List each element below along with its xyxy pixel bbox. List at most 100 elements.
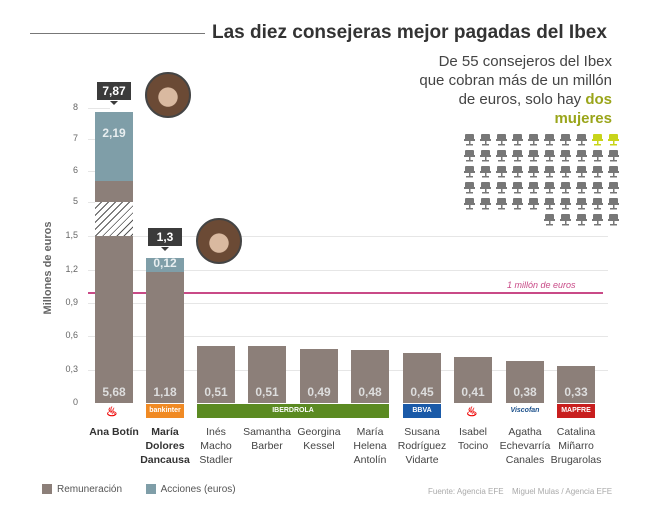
chair-icon bbox=[544, 182, 555, 194]
chair-icon bbox=[496, 150, 507, 162]
bar-remuneracion bbox=[300, 348, 338, 403]
chair-icon bbox=[544, 150, 555, 162]
remuneracion-value-label: 0,49 bbox=[307, 385, 331, 399]
subtitle-text: De 55 consejeros del Ibex que cobran más… bbox=[419, 53, 612, 108]
chair-icon bbox=[528, 166, 539, 178]
bar-remuneracion bbox=[403, 352, 441, 403]
legend-swatch-acciones bbox=[145, 484, 156, 495]
remuneracion-value-label: 0,41 bbox=[461, 385, 485, 399]
category-label: Georgina Kessel bbox=[297, 426, 341, 452]
bar-remuneracion bbox=[351, 349, 389, 403]
bar-break-hatch bbox=[95, 202, 133, 237]
chairs-pictogram bbox=[464, 134, 619, 226]
y-tick-label: 1,5 bbox=[65, 230, 78, 241]
y-axis-label: Millones de euros bbox=[42, 221, 54, 315]
chair-icon bbox=[576, 214, 587, 226]
remuneracion-value-label: 0,48 bbox=[358, 385, 382, 399]
chair-icon bbox=[464, 134, 475, 146]
chair-icon bbox=[608, 150, 619, 162]
category-label: Susana Rodríguez Vidarte bbox=[397, 426, 447, 466]
y-tick-label: 7 bbox=[72, 133, 78, 144]
chair-icon bbox=[544, 198, 555, 210]
bar-remuneracion bbox=[557, 366, 595, 403]
remuneracion-value-label: 0,51 bbox=[255, 385, 279, 399]
bar-remuneracion bbox=[95, 180, 133, 202]
bar-remuneracion bbox=[146, 271, 184, 403]
chair-icon bbox=[560, 134, 571, 146]
gridline bbox=[88, 302, 608, 304]
chair-icon bbox=[592, 182, 603, 194]
chair-icon bbox=[528, 182, 539, 194]
chair-icon bbox=[576, 182, 587, 194]
source: Fuente: Agencia EFE bbox=[428, 487, 504, 496]
category-label: Samantha Barber bbox=[243, 426, 291, 452]
y-tick-label: 0,3 bbox=[65, 363, 78, 374]
title-rule bbox=[30, 33, 205, 34]
chair-icon bbox=[496, 166, 507, 178]
chair-icon bbox=[576, 150, 587, 162]
chair-icon bbox=[528, 198, 539, 210]
remuneracion-value-label: 0,45 bbox=[410, 385, 434, 399]
legend-acciones: Acciones (euros) bbox=[160, 484, 236, 495]
bar-acciones bbox=[95, 112, 133, 181]
chair-icon bbox=[464, 166, 475, 178]
acciones-value-label: 2,19 bbox=[102, 125, 126, 140]
logo-bbva: BBVA bbox=[403, 404, 441, 418]
chair-icon bbox=[592, 166, 603, 178]
santander-logo-icon: ♨ bbox=[466, 404, 478, 419]
remuneracion-value-label: 0,51 bbox=[204, 385, 228, 399]
remuneracion-value-label: 1,18 bbox=[153, 385, 177, 399]
chair-icon bbox=[608, 214, 619, 226]
remuneracion-value-label: 0,33 bbox=[564, 385, 588, 399]
chair-icon bbox=[496, 198, 507, 210]
bar-remuneracion bbox=[95, 236, 133, 403]
chair-icon bbox=[512, 198, 523, 210]
legend: Remuneración Acciones (euros) bbox=[42, 484, 236, 495]
y-tick-label: 0 bbox=[72, 397, 78, 407]
gridline bbox=[88, 269, 608, 271]
total-callout: 7,87 bbox=[97, 82, 131, 106]
category-label: Agatha Echevarría Canales bbox=[499, 426, 551, 466]
chair-icon bbox=[496, 134, 507, 146]
bar-remuneracion bbox=[248, 346, 286, 403]
chair-icon bbox=[480, 150, 491, 162]
acciones-value-label: 0,12 bbox=[153, 255, 177, 270]
logo-iberdrola: IBERDROLA bbox=[197, 404, 389, 418]
chair-icon bbox=[576, 134, 587, 146]
chair-icon bbox=[592, 214, 603, 226]
chair-icon bbox=[480, 166, 491, 178]
legend-swatch-remuneracion bbox=[42, 484, 52, 495]
threshold-line bbox=[88, 291, 603, 294]
chair-icon bbox=[512, 182, 523, 194]
chair-icon bbox=[480, 182, 491, 194]
category-label: Catalina Miñarro Brugarolas bbox=[550, 426, 602, 466]
category-label: Ana Botín bbox=[89, 426, 139, 438]
chair-icon bbox=[496, 182, 507, 194]
chair-icon bbox=[592, 198, 603, 210]
chair-icon bbox=[608, 198, 619, 210]
photo-maria-dolores-dancausa bbox=[196, 218, 242, 265]
chair-icon bbox=[480, 134, 491, 146]
bar-remuneracion bbox=[506, 360, 544, 403]
credit: Miguel Mulas / Agencia EFE bbox=[512, 487, 613, 496]
photo-ana-botin bbox=[145, 72, 191, 119]
y-tick-label: 0,9 bbox=[65, 296, 78, 307]
chair-icon bbox=[544, 166, 555, 178]
gridline bbox=[88, 236, 608, 238]
bar-remuneracion bbox=[197, 346, 235, 403]
logo-viscofan: Viscofan bbox=[506, 404, 544, 418]
chair-icon bbox=[544, 214, 555, 226]
remuneracion-value-label: 0,38 bbox=[513, 385, 537, 399]
bar-remuneracion bbox=[454, 357, 492, 403]
chair-icon bbox=[528, 134, 539, 146]
chair-icon bbox=[544, 134, 555, 146]
legend-remuneracion: Remuneración bbox=[57, 484, 123, 495]
chair-icon bbox=[576, 198, 587, 210]
chair-icon bbox=[592, 150, 603, 162]
subtitle-highlight: dos mujeres bbox=[554, 91, 612, 127]
chair-icon bbox=[464, 198, 475, 210]
chair-icon bbox=[608, 182, 619, 194]
logo-bankinter: bankinter bbox=[146, 404, 184, 418]
y-tick-label: 1,2 bbox=[65, 263, 78, 274]
